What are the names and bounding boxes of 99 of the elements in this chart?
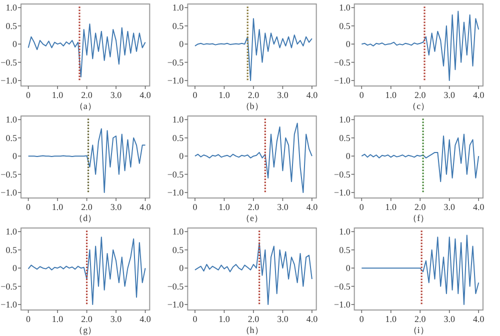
x-axis-title: （d） (74, 213, 97, 223)
x-tick-label: 1.0 (385, 202, 398, 212)
x-tick-label: 3.0 (277, 314, 289, 324)
x-axis-title: （b） (240, 101, 264, 111)
x-tick-label: 1.0 (52, 90, 64, 100)
x-tick-label: 0 (359, 202, 364, 212)
x-tick-label: 3.0 (444, 90, 456, 100)
y-tick-label: −1.0 (334, 76, 351, 86)
y-tick-label: −1.0 (167, 300, 184, 310)
x-tick-label: 2.0 (248, 90, 260, 100)
x-tick-label: 0 (192, 202, 198, 212)
x-axis-title: （g） (74, 325, 97, 335)
x-axis-title: （i） (408, 325, 429, 335)
y-tick-label: 1.0 (172, 2, 184, 13)
y-tick-label: 1.0 (172, 114, 184, 125)
x-axis-title: （e） (241, 213, 263, 223)
x-tick-label: 4.0 (472, 90, 485, 100)
x-tick-label: 2.0 (81, 202, 93, 212)
x-axis-title: （a） (74, 101, 96, 111)
x-axis-title: （h） (240, 325, 264, 335)
x-tick-label: 2.0 (414, 314, 426, 324)
y-tick-label: −0.5 (334, 281, 351, 292)
y-tick-label: 0.5 (6, 244, 18, 255)
y-tick-label: 0 (179, 39, 184, 50)
y-tick-label: 1.0 (339, 226, 351, 237)
x-tick-label: 2.0 (248, 202, 260, 212)
y-tick-label: 0.5 (172, 132, 184, 143)
x-tick-label: 3.0 (444, 314, 456, 324)
x-tick-label: 4.0 (472, 314, 485, 324)
x-tick-label: 0 (26, 314, 32, 324)
y-tick-label: 0.5 (339, 132, 351, 143)
x-tick-label: 2.0 (414, 202, 426, 212)
x-tick-label: 3.0 (444, 202, 456, 212)
x-tick-label: 3.0 (277, 202, 289, 212)
x-tick-label: 1.0 (218, 90, 230, 100)
y-tick-label: −1.0 (334, 300, 351, 310)
x-tick-label: 0 (359, 90, 364, 100)
x-tick-label: 4.0 (140, 202, 152, 212)
x-tick-label: 2.0 (414, 90, 426, 100)
y-tick-label: 0 (346, 263, 351, 274)
x-tick-label: 3.0 (110, 202, 122, 212)
x-tick-label: 4.0 (140, 314, 152, 324)
y-tick-label: −1.0 (167, 76, 184, 86)
x-tick-label: 1.0 (385, 90, 398, 100)
x-tick-label: 0 (192, 90, 198, 100)
y-tick-label: −0.5 (0, 281, 18, 292)
x-axis-title: （f） (408, 213, 430, 223)
x-tick-label: 4.0 (140, 90, 152, 100)
x-tick-label: 2.0 (81, 90, 93, 100)
y-tick-label: −0.5 (334, 57, 351, 68)
x-tick-label: 2.0 (81, 314, 93, 324)
y-tick-label: 1.0 (339, 2, 351, 13)
x-tick-label: 1.0 (52, 314, 64, 324)
x-tick-label: 4.0 (306, 90, 318, 100)
y-tick-label: −0.5 (167, 169, 184, 180)
x-tick-label: 1.0 (218, 202, 230, 212)
y-tick-label: 0.5 (172, 244, 184, 255)
y-tick-label: 0.5 (6, 20, 18, 31)
x-tick-label: 0 (359, 314, 364, 324)
y-tick-label: 0.5 (339, 20, 351, 31)
y-tick-label: 0.5 (339, 244, 351, 255)
y-tick-label: 0 (12, 39, 18, 50)
y-tick-label: 1.0 (172, 226, 184, 237)
y-tick-label: −0.5 (167, 281, 184, 292)
y-tick-label: 1.0 (6, 226, 18, 237)
y-tick-label: 0 (12, 263, 18, 274)
y-tick-label: −1.0 (0, 188, 18, 198)
x-tick-label: 0 (26, 202, 32, 212)
y-tick-label: 1.0 (339, 114, 351, 125)
x-tick-label: 3.0 (277, 90, 289, 100)
y-tick-label: 0 (346, 39, 351, 50)
x-tick-label: 4.0 (306, 314, 318, 324)
y-tick-label: −0.5 (334, 169, 351, 180)
x-tick-label: 1.0 (52, 202, 64, 212)
y-tick-label: −0.5 (0, 169, 18, 180)
x-tick-label: 0 (26, 90, 32, 100)
y-tick-label: −0.5 (0, 57, 18, 68)
x-tick-label: 4.0 (472, 202, 485, 212)
x-tick-label: 3.0 (110, 314, 122, 324)
x-tick-label: 2.0 (248, 314, 260, 324)
y-tick-label: 0 (346, 151, 351, 162)
y-tick-label: 0 (179, 151, 184, 162)
y-tick-label: −1.0 (0, 76, 18, 86)
x-tick-label: 4.0 (306, 202, 318, 212)
y-tick-label: −1.0 (0, 300, 18, 310)
y-tick-label: 0 (12, 151, 18, 162)
y-tick-label: 1.0 (6, 114, 18, 125)
y-tick-label: −0.5 (167, 57, 184, 68)
y-tick-label: −1.0 (334, 188, 351, 198)
x-tick-label: 0 (192, 314, 198, 324)
x-tick-label: 1.0 (218, 314, 230, 324)
y-tick-label: 1.0 (6, 2, 18, 13)
y-tick-label: 0.5 (172, 20, 184, 31)
y-tick-label: −1.0 (167, 188, 184, 198)
x-tick-label: 3.0 (110, 90, 122, 100)
y-tick-label: 0.5 (6, 132, 18, 143)
x-axis-title: （c） (408, 101, 430, 111)
y-tick-label: 0 (179, 263, 184, 274)
x-tick-label: 1.0 (385, 314, 398, 324)
